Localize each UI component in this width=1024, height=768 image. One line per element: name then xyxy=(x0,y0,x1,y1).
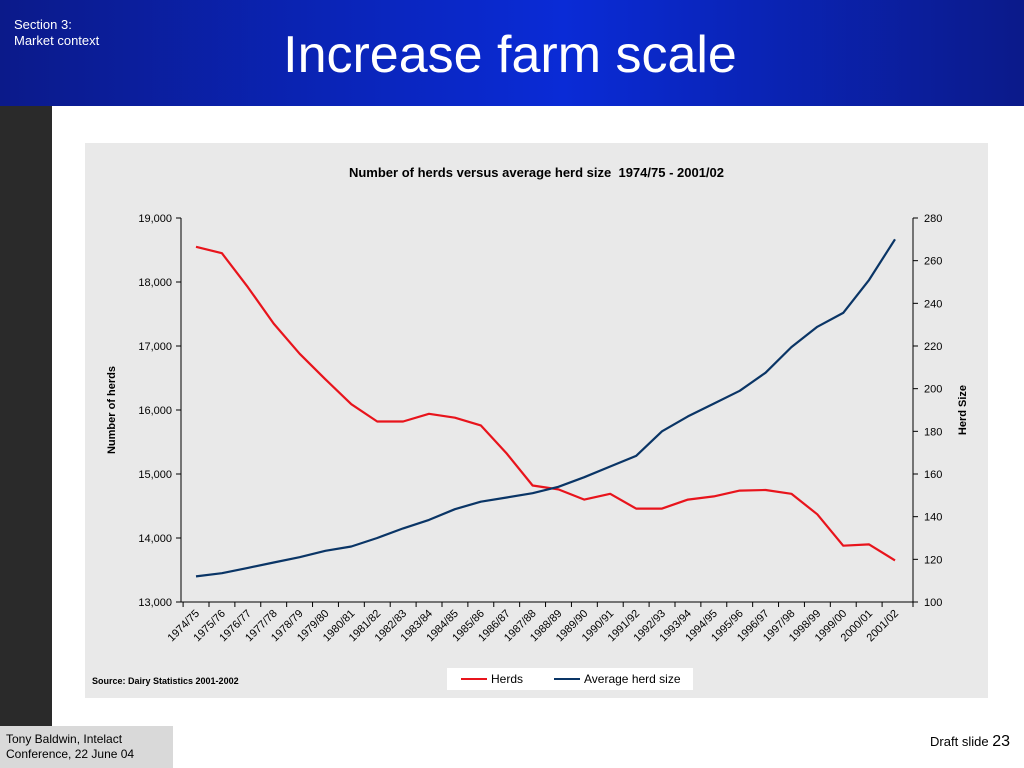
chart-legend: Herds Average herd size xyxy=(447,668,693,690)
y-left-tick-label: 17,000 xyxy=(138,341,172,353)
chart-lines xyxy=(195,238,896,578)
series-line-herds xyxy=(195,245,896,562)
slide-title: Increase farm scale xyxy=(283,26,737,84)
y-right-tick-label: 200 xyxy=(924,384,942,396)
chart-axes: 13,000 14,000 15,000 16,000 17,000 18,000 19,0… xyxy=(106,213,969,644)
y-left-tick-label: 15,000 xyxy=(138,469,172,481)
chart-title: Number of herds versus average herd size… xyxy=(348,165,725,180)
chart-panel xyxy=(85,143,988,698)
y-left-tick-label: 13,000 xyxy=(138,597,172,609)
footer-presenter: Tony Baldwin, Intelact Conference, 22 Ju… xyxy=(0,726,173,768)
legend-label-average-herd-size: Average herd size xyxy=(584,672,681,686)
y-right-tick-label: 260 xyxy=(924,256,942,268)
y-left-tick-label: 14,000 xyxy=(138,533,172,545)
y-right-tick-label: 280 xyxy=(924,213,942,225)
left-side-bar xyxy=(0,106,52,726)
y-right-tick-label: 140 xyxy=(924,512,942,524)
y-right-tick-label: 100 xyxy=(924,597,942,609)
draft-label: Draft slide xyxy=(930,734,989,749)
section-label: Section 3: Market context xyxy=(14,17,100,48)
y-right-tick-label: 240 xyxy=(924,298,942,310)
legend-label-herds: Herds xyxy=(491,672,524,686)
legend-swatch-herds xyxy=(461,678,487,680)
y-right-tick-label: 220 xyxy=(924,341,942,353)
y-right-tick-label: 180 xyxy=(924,426,942,438)
y-left-axis-label: Number of herds xyxy=(106,366,118,454)
header-banner: Section 3: Market context Increase farm … xyxy=(0,0,1024,106)
y-left-tick-label: 19,000 xyxy=(138,213,172,225)
y-left-tick-label: 18,000 xyxy=(138,277,172,289)
y-right-tick-label: 120 xyxy=(924,554,942,566)
y-right-axis-label: Herd Size xyxy=(957,385,969,435)
y-left-tick-label: 16,000 xyxy=(138,405,172,417)
y-right-tick-label: 160 xyxy=(924,469,942,481)
series-line-average-herd-size xyxy=(195,238,896,578)
page-number: 23 xyxy=(992,733,1010,750)
page-number-area: Draft slide 23 xyxy=(930,733,1010,751)
chart-source: Source: Dairy Statistics 2001-2002 xyxy=(92,676,239,686)
legend-swatch-average-herd-size xyxy=(554,678,580,680)
